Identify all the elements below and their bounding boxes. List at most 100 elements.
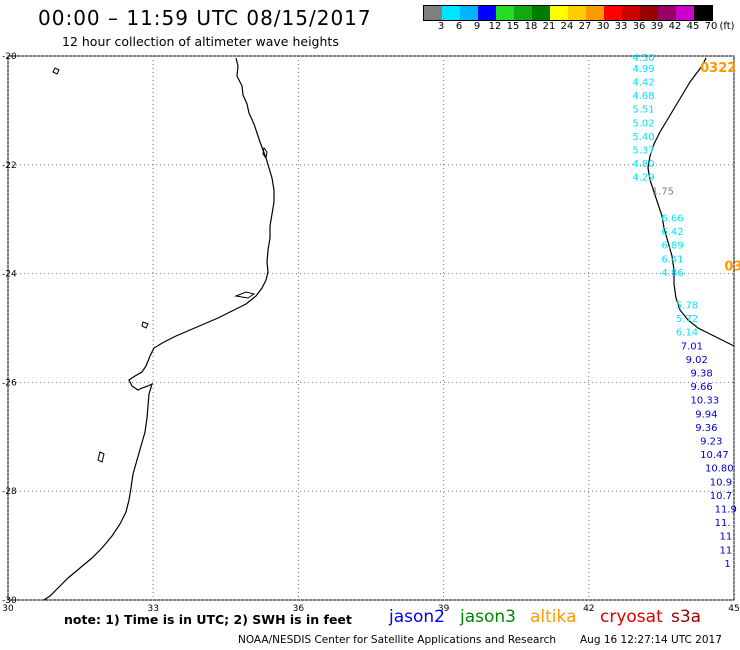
- lake-shore: [234, 291, 256, 299]
- wave-height-label: 7.01: [681, 341, 703, 352]
- legend-unit: (ft): [719, 21, 735, 32]
- wave-height-label: 5.40: [632, 132, 654, 143]
- wave-height-label: 11: [719, 545, 732, 556]
- wave-height-label: 4.68: [632, 91, 654, 102]
- wave-height-label: 4.99: [632, 64, 654, 75]
- wave-height-label: 4.86: [661, 268, 683, 279]
- wave-height-label: 10.9: [710, 477, 732, 488]
- wave-height-label: 9.38: [690, 369, 712, 380]
- satellite-cryosat: cryosat: [600, 607, 663, 627]
- wave-height-label: 11: [719, 532, 732, 543]
- wave-height-label: 6.66: [661, 213, 683, 224]
- legend-swatch: [694, 6, 712, 20]
- legend-label: 45: [686, 21, 700, 32]
- map-frame: [7, 55, 735, 601]
- coastline-africa: [43, 57, 275, 601]
- wave-height-observations: 4.504.99 4.42 4.68 5.51 5.02 5.40 5.37 4.80 4.29…: [632, 53, 737, 570]
- wave-height-label: 5.51: [632, 105, 654, 116]
- wave-height-label: 10.33: [690, 396, 719, 407]
- island-bazaruto: [262, 146, 268, 160]
- lat-lon-grid: [7, 55, 735, 601]
- lon-tick-label: 39: [438, 604, 450, 614]
- satellite-altika: altika: [530, 607, 577, 627]
- wave-height-label: 6.42: [661, 227, 683, 238]
- legend-label: 18: [524, 21, 538, 32]
- axis-tick-labels: 30 33 36 39 42 45 -20 -22 -24 -26 -28 -30: [2, 52, 740, 614]
- wave-height-label: 5.72: [676, 314, 698, 325]
- legend-label: 6: [455, 21, 463, 32]
- lon-tick-label: 33: [147, 604, 158, 614]
- pass-label: 0322: [700, 61, 736, 76]
- legend-label: 12: [488, 21, 502, 32]
- wave-height-label: 5.02: [632, 118, 654, 129]
- wave-height-label: 9.23: [700, 437, 722, 448]
- legend-swatch: [532, 6, 550, 20]
- lon-tick-label: 30: [2, 604, 14, 614]
- wave-height-label: 9.36: [695, 423, 717, 434]
- wave-height-label: 4.50: [632, 53, 654, 64]
- legend-swatch: [676, 6, 694, 20]
- legend-label: 24: [560, 21, 574, 32]
- legend-label: 42: [668, 21, 682, 32]
- legend-label: 21: [542, 21, 556, 32]
- wave-height-label: 10.7: [710, 491, 732, 502]
- legend-swatch: [424, 6, 442, 20]
- legend-label: 9: [473, 21, 481, 32]
- page-subtitle: 12 hour collection of altimeter wave hei…: [62, 34, 339, 49]
- lon-tick-label: 36: [293, 604, 305, 614]
- mozambique-coastline: [43, 57, 275, 601]
- legend-swatch: [460, 6, 478, 20]
- wave-height-label: 1.75: [652, 186, 674, 197]
- wave-height-label: 4.42: [632, 77, 654, 88]
- pass-labels: 0322 0321: [700, 61, 740, 275]
- wave-height-label: 4.80: [632, 159, 654, 170]
- island-south: [97, 451, 105, 463]
- lat-tick-label: -26: [2, 378, 17, 388]
- legend-swatch: [604, 6, 622, 20]
- legend-label: 33: [614, 21, 628, 32]
- lat-tick-label: -24: [2, 270, 17, 280]
- legend-swatch: [550, 6, 568, 20]
- island-inhaca: [141, 321, 149, 329]
- wave-height-label: 4.29: [632, 173, 654, 184]
- satellite-s3a: s3a: [671, 607, 702, 627]
- wave-height-label: 1: [724, 559, 730, 570]
- lat-tick-label: -20: [2, 52, 17, 62]
- legend-swatch: [478, 6, 496, 20]
- wave-height-label: 10.47: [700, 450, 729, 461]
- legend-swatch: [568, 6, 586, 20]
- legend-label: 15: [506, 21, 520, 32]
- madagascar-coastline: [647, 57, 735, 347]
- satellite-jason2: jason2: [389, 607, 445, 627]
- wave-height-label: 11.9: [715, 505, 737, 516]
- legend-label: 30: [596, 21, 610, 32]
- footer-timestamp: Aug 16 12:27:14 UTC 2017: [580, 634, 722, 646]
- wave-height-label: 5.37: [632, 145, 654, 156]
- legend-swatch: [622, 6, 640, 20]
- legend-swatch: [640, 6, 658, 20]
- legend-swatch: [514, 6, 532, 20]
- pass-label: 0321: [724, 259, 740, 274]
- wave-height-label: 6.14: [676, 328, 698, 339]
- satellite-jason3: jason3: [460, 607, 516, 627]
- wave-height-label: 5.78: [676, 301, 698, 312]
- legend-swatch: [496, 6, 514, 20]
- wave-height-label: 9.02: [686, 355, 708, 366]
- footer-note: note: 1) Time is in UTC; 2) SWH is in fe…: [64, 612, 352, 627]
- small-island: [52, 67, 60, 75]
- lat-tick-label: -28: [2, 487, 17, 497]
- wave-height-label: 9.66: [690, 382, 712, 393]
- lon-tick-label: 45: [728, 604, 739, 614]
- wave-height-label: 10.80: [705, 464, 734, 475]
- legend-swatch: [442, 6, 460, 20]
- wave-height-label: 9.94: [695, 409, 717, 420]
- footer-credit: NOAA/NESDIS Center for Satellite Applica…: [238, 634, 556, 646]
- color-scale-legend: [423, 5, 713, 21]
- legend-label: 70: [704, 21, 718, 32]
- legend-label: 36: [632, 21, 646, 32]
- legend-swatch: [586, 6, 604, 20]
- lat-tick-label: -22: [2, 161, 17, 171]
- lon-tick-label: 42: [583, 604, 594, 614]
